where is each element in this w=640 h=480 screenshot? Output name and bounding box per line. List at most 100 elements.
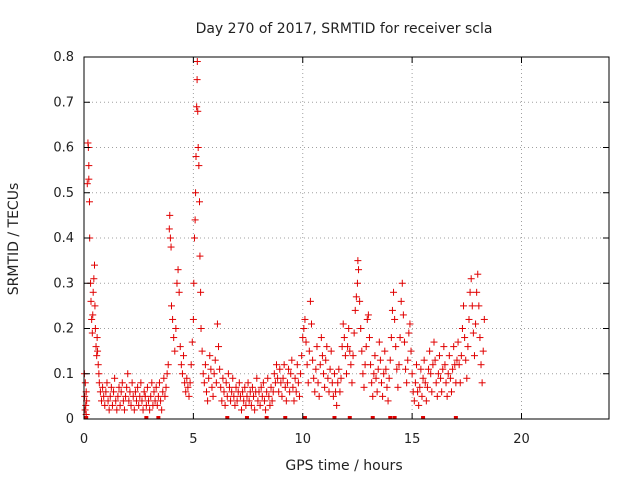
- data-point: [407, 347, 415, 355]
- data-point: [288, 356, 296, 364]
- data-point: [477, 361, 485, 369]
- zero-marker: [283, 416, 288, 419]
- data-point: [281, 383, 289, 391]
- data-point: [207, 365, 215, 373]
- zero-marker: [156, 416, 161, 419]
- data-point: [197, 325, 205, 332]
- data-point: [193, 76, 201, 84]
- data-point: [270, 370, 278, 378]
- data-point: [148, 379, 156, 387]
- data-point: [125, 397, 133, 405]
- zero-marker: [392, 416, 397, 419]
- data-point: [225, 383, 233, 391]
- data-point: [450, 343, 458, 351]
- data-point: [344, 343, 352, 351]
- data-point: [265, 392, 273, 400]
- data-point: [415, 401, 423, 409]
- data-point: [218, 397, 226, 405]
- data-point: [94, 361, 102, 369]
- zero-marker: [144, 416, 149, 419]
- data-point: [93, 334, 101, 342]
- data-point: [339, 320, 347, 328]
- data-point: [354, 257, 362, 265]
- data-point: [367, 361, 375, 369]
- data-point: [306, 297, 314, 305]
- data-point: [475, 302, 483, 310]
- data-point: [135, 401, 143, 409]
- data-point: [359, 370, 367, 378]
- data-point: [142, 401, 150, 409]
- data-point: [223, 392, 231, 400]
- data-point: [410, 397, 418, 405]
- data-point: [276, 365, 284, 373]
- data-point: [315, 392, 323, 400]
- data-point: [195, 162, 203, 170]
- data-point: [327, 347, 335, 355]
- x-tick-label: 10: [294, 432, 311, 447]
- data-point: [131, 388, 139, 396]
- data-point: [446, 374, 454, 382]
- data-point: [381, 347, 389, 355]
- data-point: [89, 288, 97, 296]
- data-point: [398, 279, 406, 287]
- data-point: [426, 347, 434, 355]
- data-point: [196, 252, 204, 260]
- data-point: [137, 379, 145, 387]
- data-point: [383, 383, 391, 391]
- data-point: [368, 379, 376, 387]
- data-point: [250, 392, 258, 400]
- data-point: [343, 370, 350, 378]
- data-point: [462, 356, 470, 364]
- data-point: [138, 397, 146, 405]
- zero-marker: [370, 416, 375, 419]
- data-point: [357, 325, 365, 332]
- data-point: [365, 334, 373, 342]
- data-point: [178, 370, 186, 378]
- data-point: [375, 338, 383, 346]
- data-point: [206, 352, 214, 360]
- data-point: [101, 401, 109, 409]
- data-point: [330, 370, 338, 378]
- data-point: [478, 379, 486, 387]
- data-point: [159, 388, 167, 396]
- data-point: [458, 325, 466, 332]
- data-point: [116, 401, 124, 409]
- data-point: [268, 397, 276, 405]
- data-point: [217, 383, 225, 391]
- data-point: [81, 379, 89, 387]
- plot-frame: [83, 56, 610, 420]
- data-point: [238, 406, 245, 414]
- data-point: [279, 374, 287, 382]
- data-point: [273, 361, 280, 369]
- data-point: [439, 365, 447, 373]
- y-tick-label: 0.2: [53, 322, 74, 337]
- data-point: [438, 388, 446, 396]
- data-point: [385, 374, 393, 382]
- data-point: [384, 397, 392, 405]
- data-point: [140, 388, 148, 396]
- data-point: [143, 383, 151, 391]
- data-point: [260, 397, 268, 405]
- data-point: [362, 343, 370, 351]
- data-point: [406, 320, 414, 328]
- data-point: [300, 325, 308, 332]
- data-point: [340, 334, 348, 342]
- data-point: [92, 343, 100, 351]
- data-point: [166, 211, 174, 219]
- data-point: [158, 406, 166, 414]
- data-point: [295, 392, 303, 400]
- data-point: [81, 406, 89, 414]
- data-point: [111, 374, 119, 382]
- data-point: [428, 388, 436, 396]
- data-point: [208, 383, 216, 391]
- data-point: [317, 334, 325, 342]
- data-points: [80, 58, 488, 419]
- data-point: [427, 370, 435, 378]
- data-point: [184, 383, 192, 391]
- data-point: [429, 361, 437, 369]
- data-point: [290, 397, 298, 405]
- data-point: [172, 325, 180, 332]
- zero-marker: [421, 416, 426, 419]
- data-point: [192, 153, 200, 161]
- data-point: [326, 365, 334, 373]
